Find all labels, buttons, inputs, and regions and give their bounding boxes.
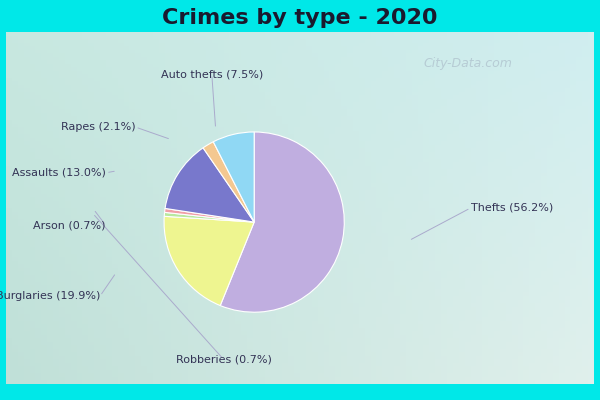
Text: Assaults (13.0%): Assaults (13.0%): [12, 168, 106, 178]
Wedge shape: [213, 132, 254, 222]
Text: Auto thefts (7.5%): Auto thefts (7.5%): [161, 69, 263, 79]
Text: Arson (0.7%): Arson (0.7%): [34, 221, 106, 230]
Text: Thefts (56.2%): Thefts (56.2%): [470, 203, 553, 213]
Wedge shape: [164, 216, 254, 306]
Wedge shape: [220, 132, 344, 312]
Wedge shape: [164, 208, 254, 222]
Wedge shape: [165, 148, 254, 222]
Text: Rapes (2.1%): Rapes (2.1%): [61, 122, 136, 132]
Text: Crimes by type - 2020: Crimes by type - 2020: [162, 8, 438, 28]
Wedge shape: [203, 142, 254, 222]
Text: City-Data.com: City-Data.com: [424, 58, 512, 70]
Wedge shape: [164, 212, 254, 222]
Text: Robberies (0.7%): Robberies (0.7%): [176, 354, 271, 364]
Text: Burglaries (19.9%): Burglaries (19.9%): [0, 291, 100, 301]
